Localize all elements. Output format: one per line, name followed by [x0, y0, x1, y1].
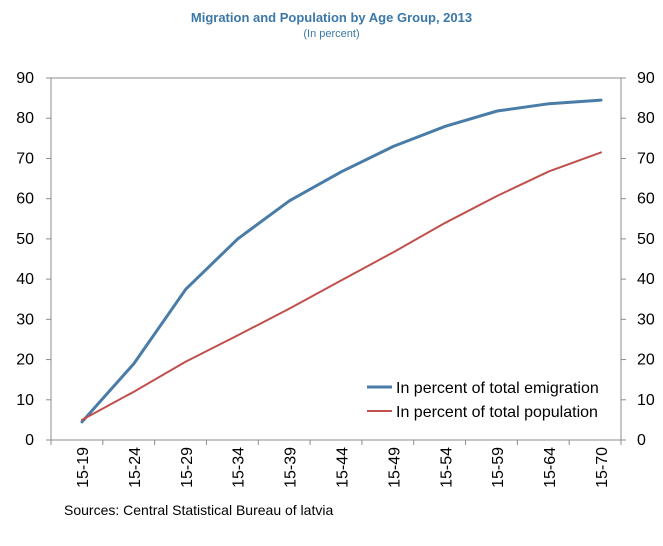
- source-note: Sources: Central Statistical Bureau of l…: [64, 502, 334, 518]
- plot-frame: [50, 77, 622, 441]
- left-y-tick-label: 60: [16, 191, 34, 208]
- x-tick-label: 15-49: [386, 447, 403, 488]
- legend: In percent of total emigration In percent…: [367, 380, 599, 421]
- chart-subtitle: (In percent): [303, 28, 360, 40]
- x-tick-label: 15-54: [438, 447, 455, 488]
- left-y-axis: 0 10 20 30 40 50 60 70 80 90: [16, 70, 51, 449]
- x-tick-label: 15-59: [490, 447, 507, 488]
- x-tick-label: 15-19: [75, 447, 92, 488]
- left-y-tick-label: 80: [16, 110, 34, 127]
- right-y-tick-label: 50: [637, 231, 655, 248]
- legend-label-2: In percent of total population: [396, 404, 598, 421]
- plot-border: [50, 77, 622, 441]
- left-y-tick-label: 20: [16, 352, 34, 369]
- left-y-tick-label: 70: [16, 150, 34, 167]
- right-y-tick-label: 30: [637, 311, 655, 328]
- series-line-1: [80, 98, 603, 424]
- right-y-tick-label: 0: [637, 432, 646, 449]
- series-layer: [80, 98, 603, 424]
- left-y-tick-label: 50: [16, 231, 34, 248]
- left-y-tick-label: 90: [16, 70, 34, 87]
- left-y-tick-label: 40: [16, 271, 34, 288]
- right-y-tick-label: 70: [637, 150, 655, 167]
- series-line-2: [81, 151, 602, 421]
- right-y-tick-label: 60: [637, 191, 655, 208]
- right-y-tick-label: 80: [637, 110, 655, 127]
- x-tick-label: 15-29: [179, 447, 196, 488]
- right-y-tick-label: 90: [637, 70, 655, 87]
- right-y-tick-label: 10: [637, 392, 655, 409]
- chart-title: Migration and Population by Age Group, 2…: [190, 10, 473, 25]
- x-tick-label: 15-64: [542, 447, 559, 488]
- right-y-axis: 0 10 20 30 40 50 60 70 80 90: [621, 70, 655, 449]
- right-y-tick-label: 40: [637, 271, 655, 288]
- left-y-tick-label: 0: [25, 432, 34, 449]
- x-tick-label: 15-39: [283, 447, 300, 488]
- x-tick-label: 15-70: [594, 447, 611, 488]
- right-y-tick-label: 20: [637, 352, 655, 369]
- x-axis: 15-19 15-24 15-29 15-34 15-39 15-44 15-49 15-54…: [50, 440, 622, 488]
- legend-label-1: In percent of total emigration: [396, 380, 599, 397]
- left-y-tick-label: 10: [16, 392, 34, 409]
- x-tick-label: 15-24: [127, 447, 144, 488]
- left-y-tick-label: 30: [16, 311, 34, 328]
- x-tick-label: 15-44: [335, 447, 352, 488]
- x-tick-label: 15-34: [231, 447, 248, 488]
